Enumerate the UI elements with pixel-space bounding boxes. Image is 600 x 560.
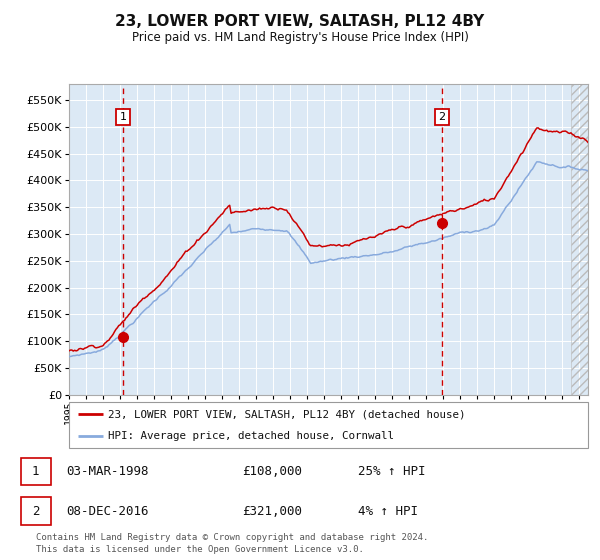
Text: Contains HM Land Registry data © Crown copyright and database right 2024.
This d: Contains HM Land Registry data © Crown c… — [36, 533, 428, 554]
Bar — [20, 458, 50, 486]
Text: 2: 2 — [32, 505, 40, 517]
Text: £321,000: £321,000 — [242, 505, 302, 517]
Bar — [20, 497, 50, 525]
Text: £108,000: £108,000 — [242, 465, 302, 478]
Text: 08-DEC-2016: 08-DEC-2016 — [67, 505, 149, 517]
Text: 1: 1 — [32, 465, 40, 478]
Text: 1: 1 — [119, 111, 127, 122]
Text: 23, LOWER PORT VIEW, SALTASH, PL12 4BY: 23, LOWER PORT VIEW, SALTASH, PL12 4BY — [115, 14, 485, 29]
Text: 4% ↑ HPI: 4% ↑ HPI — [358, 505, 418, 517]
Text: 03-MAR-1998: 03-MAR-1998 — [67, 465, 149, 478]
Text: Price paid vs. HM Land Registry's House Price Index (HPI): Price paid vs. HM Land Registry's House … — [131, 31, 469, 44]
Text: 23, LOWER PORT VIEW, SALTASH, PL12 4BY (detached house): 23, LOWER PORT VIEW, SALTASH, PL12 4BY (… — [108, 409, 466, 419]
Text: 25% ↑ HPI: 25% ↑ HPI — [358, 465, 425, 478]
Text: 2: 2 — [439, 111, 446, 122]
Text: HPI: Average price, detached house, Cornwall: HPI: Average price, detached house, Corn… — [108, 431, 394, 441]
